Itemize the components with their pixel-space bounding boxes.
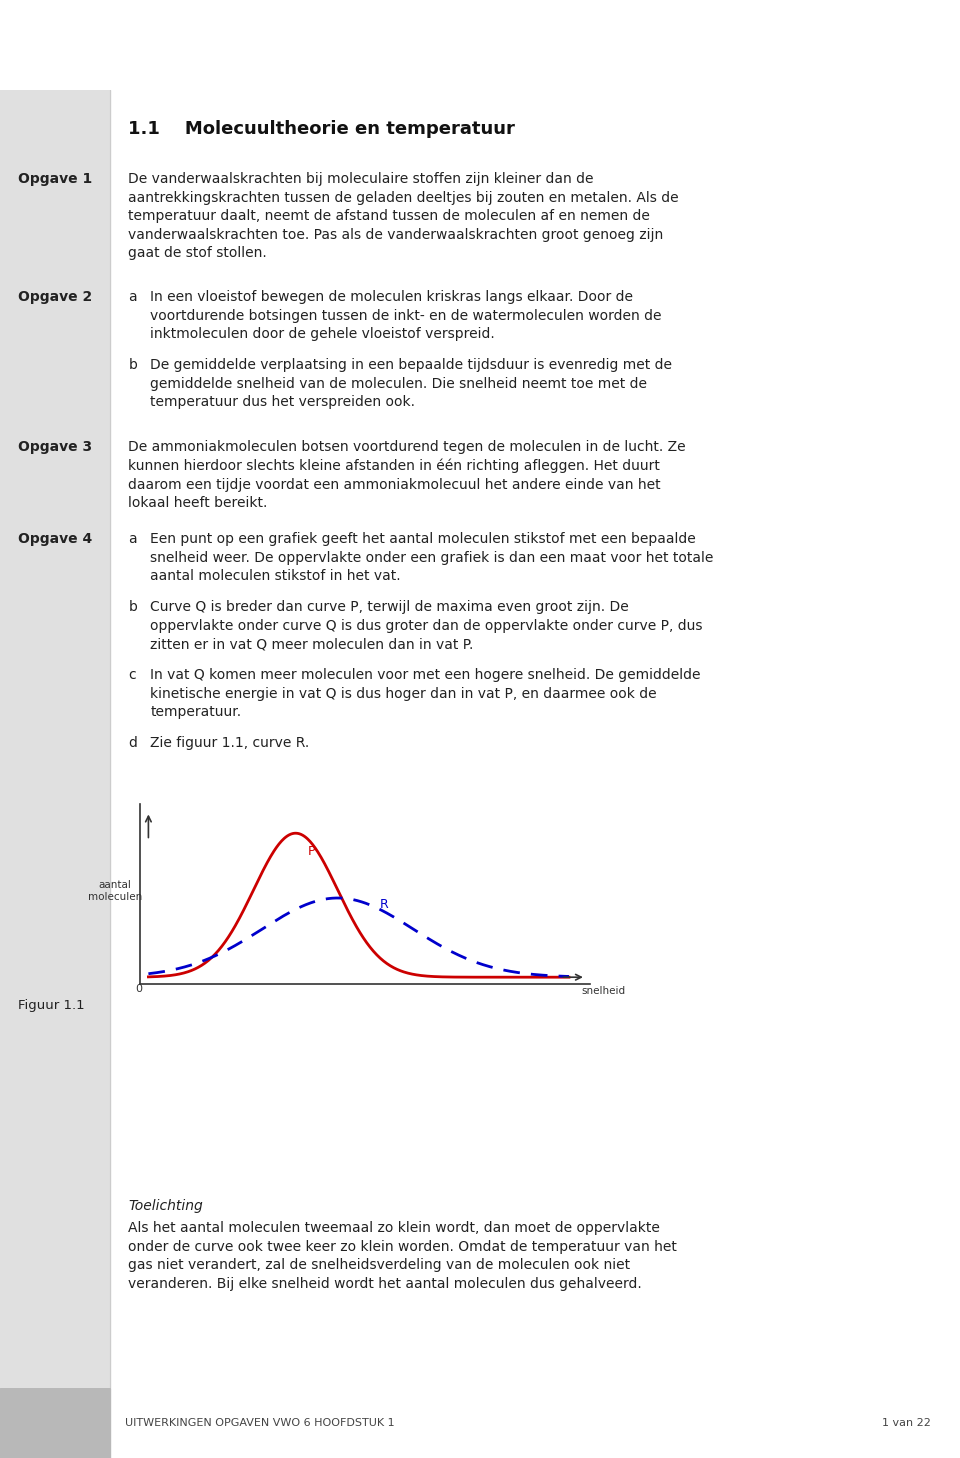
Text: In vat Q komen meer moleculen voor met een hogere snelheid. De gemiddelde
kineti: In vat Q komen meer moleculen voor met e… xyxy=(151,668,701,719)
Text: Opgave 2: Opgave 2 xyxy=(18,290,92,305)
Text: Opgave 3: Opgave 3 xyxy=(18,440,92,455)
Text: a: a xyxy=(129,532,137,547)
Text: Toelichting: Toelichting xyxy=(129,1200,204,1213)
Text: Zie figuur 1.1, curve R.: Zie figuur 1.1, curve R. xyxy=(151,736,310,751)
Text: UITWERKINGEN OPGAVEN VWO 6 HOOFDSTUK 1: UITWERKINGEN OPGAVEN VWO 6 HOOFDSTUK 1 xyxy=(125,1419,395,1427)
Text: In een vloeistof bewegen de moleculen kriskras langs elkaar. Door de
voortdurend: In een vloeistof bewegen de moleculen kr… xyxy=(151,290,661,341)
Text: Opgave 1: Opgave 1 xyxy=(18,172,92,187)
Text: De ammoniakmoleculen botsen voortdurend tegen de moleculen in de lucht. Ze
kunne: De ammoniakmoleculen botsen voortdurend … xyxy=(129,440,686,510)
Text: Opgave 4: Opgave 4 xyxy=(18,532,92,547)
Text: Figuur 1.1: Figuur 1.1 xyxy=(18,999,84,1012)
Text: a: a xyxy=(129,290,137,305)
Text: 0: 0 xyxy=(135,984,142,994)
Text: aantal
moleculen: aantal moleculen xyxy=(87,881,142,901)
Text: De vanderwaalskrachten bij moleculaire stoffen zijn kleiner dan de
aantrekkingsk: De vanderwaalskrachten bij moleculaire s… xyxy=(129,172,679,260)
Text: De gemiddelde verplaatsing in een bepaalde tijdsduur is evenredig met de
gemidde: De gemiddelde verplaatsing in een bepaal… xyxy=(151,359,672,410)
Bar xyxy=(0,1388,110,1458)
Text: Curve Q is breder dan curve P, terwijl de maxima even groot zijn. De
oppervlakte: Curve Q is breder dan curve P, terwijl d… xyxy=(151,601,703,652)
Text: b: b xyxy=(129,359,137,372)
Text: c: c xyxy=(129,668,136,682)
Text: Als het aantal moleculen tweemaal zo klein wordt, dan moet de oppervlakte
onder : Als het aantal moleculen tweemaal zo kle… xyxy=(129,1222,677,1290)
Text: Een punt op een grafiek geeft het aantal moleculen stikstof met een bepaalde
sne: Een punt op een grafiek geeft het aantal… xyxy=(151,532,714,583)
Text: b: b xyxy=(129,601,137,614)
Text: P: P xyxy=(308,844,316,857)
Text: Uitwerkingen opgaven hoofdstuk 1: Uitwerkingen opgaven hoofdstuk 1 xyxy=(110,41,496,60)
Bar xyxy=(0,90,110,1388)
Text: R: R xyxy=(380,898,389,911)
Text: snelheid: snelheid xyxy=(582,986,626,996)
Text: 1.1    Molecuultheorie en temperatuur: 1.1 Molecuultheorie en temperatuur xyxy=(129,121,516,139)
Text: d: d xyxy=(129,736,137,751)
Text: 1 van 22: 1 van 22 xyxy=(882,1419,931,1427)
